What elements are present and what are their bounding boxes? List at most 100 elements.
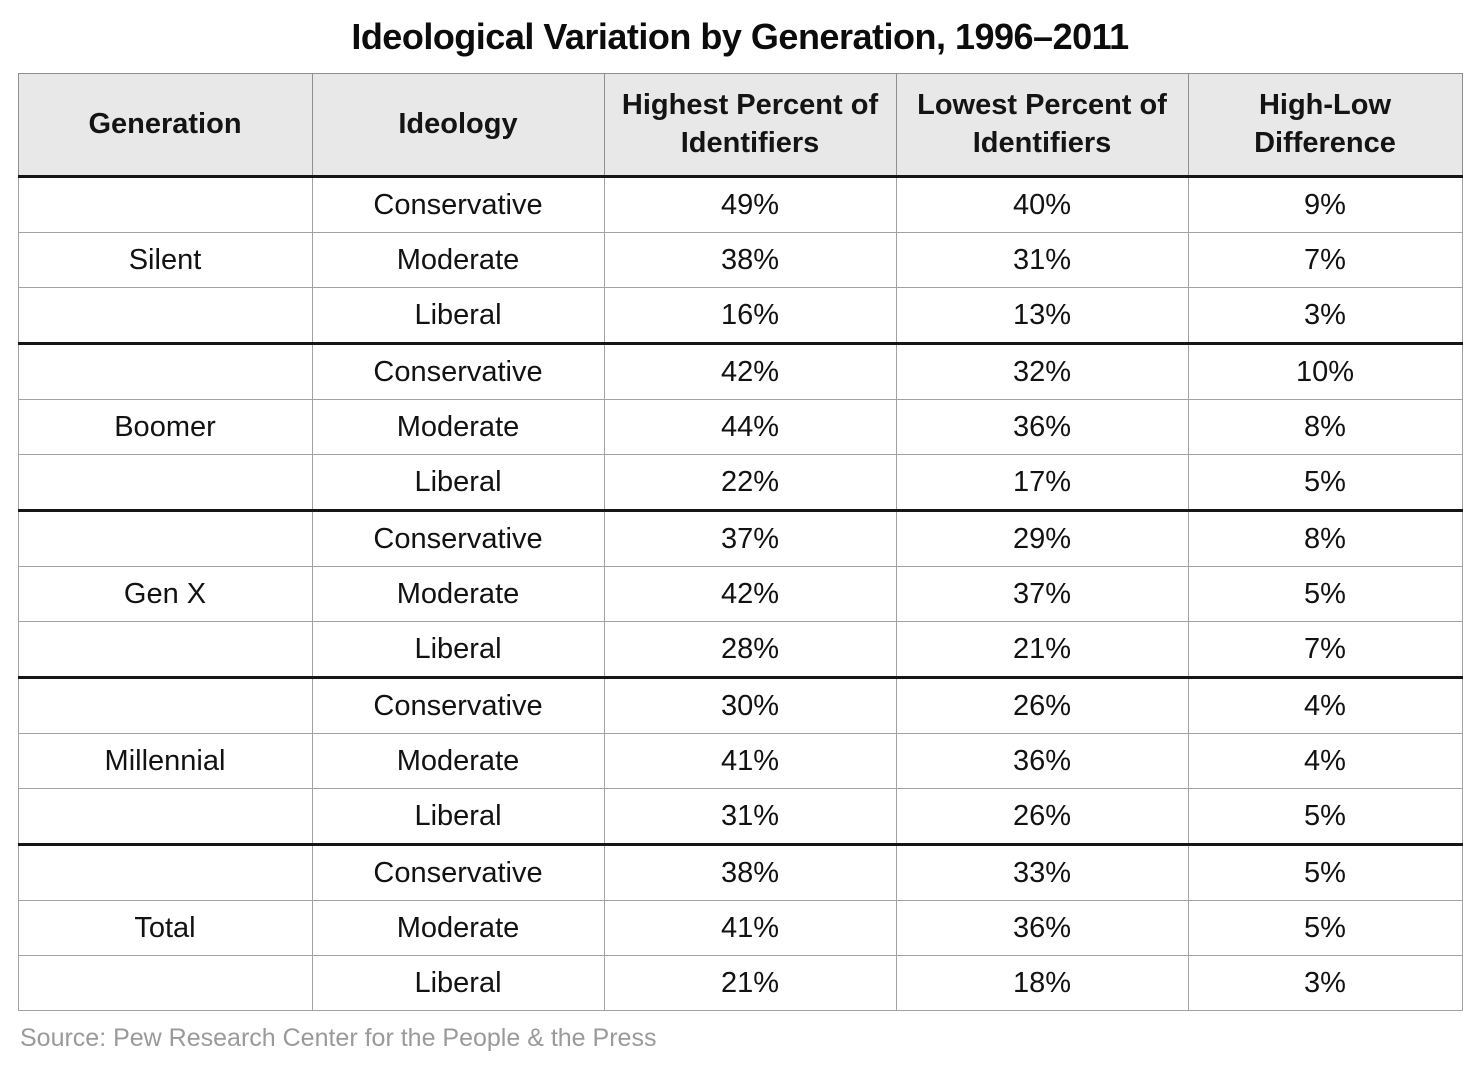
ideology-cell: Moderate [311,566,605,622]
highest-cell: 49% [603,175,897,233]
table-row: Liberal 31% 26% 5% [17,788,1463,845]
highest-cell: 30% [603,676,897,734]
column-header-highest: Highest Percent of Identifiers [603,73,897,178]
source-note: Source: Pew Research Center for the Peop… [20,1024,657,1052]
generation-cell [17,843,313,901]
table-row: Liberal 22% 17% 5% [17,454,1463,511]
diff-cell: 5% [1187,788,1463,845]
table-row: Silent Moderate 38% 31% 7% [17,232,1463,288]
highest-cell: 42% [603,342,897,400]
group-boomer: Conservative 42% 32% 10% Boomer Moderate… [17,342,1463,511]
highest-cell: 38% [603,843,897,901]
group-silent: Conservative 49% 40% 9% Silent Moderate … [17,175,1463,344]
highest-cell: 21% [603,955,897,1011]
table-header: Generation Ideology Highest Percent of I… [17,73,1463,178]
highest-cell: 37% [603,509,897,567]
table-row: Liberal 21% 18% 3% [17,955,1463,1011]
lowest-cell: 36% [895,733,1189,789]
generation-cell [17,676,313,734]
highest-cell: 38% [603,232,897,288]
group-genx: Conservative 37% 29% 8% Gen X Moderate 4… [17,509,1463,678]
generation-cell [17,454,313,511]
generation-cell [17,509,313,567]
generation-cell [17,287,313,344]
generation-cell: Millennial [17,733,313,789]
lowest-cell: 40% [895,175,1189,233]
highest-cell: 42% [603,566,897,622]
ideology-cell: Liberal [311,287,605,344]
ideology-cell: Conservative [311,175,605,233]
lowest-cell: 29% [895,509,1189,567]
diff-cell: 5% [1187,900,1463,956]
chart-title: Ideological Variation by Generation, 199… [351,16,1129,57]
lowest-cell: 26% [895,788,1189,845]
column-header-ideology: Ideology [311,73,605,178]
table-row: Conservative 42% 32% 10% [17,342,1463,400]
lowest-cell: 36% [895,900,1189,956]
highest-cell: 16% [603,287,897,344]
data-table: Generation Ideology Highest Percent of I… [17,73,1463,1011]
ideology-cell: Conservative [311,342,605,400]
diff-cell: 7% [1187,232,1463,288]
generation-cell: Gen X [17,566,313,622]
lowest-cell: 36% [895,399,1189,455]
lowest-cell: 33% [895,843,1189,901]
column-header-generation: Generation [17,73,313,178]
column-header-lowest: Lowest Percent of Identifiers [895,73,1189,178]
highest-cell: 31% [603,788,897,845]
table-row: Liberal 28% 21% 7% [17,621,1463,678]
highest-cell: 44% [603,399,897,455]
highest-cell: 22% [603,454,897,511]
generation-cell [17,342,313,400]
table-row: Conservative 37% 29% 8% [17,509,1463,567]
generation-cell: Total [17,900,313,956]
table-row: Conservative 30% 26% 4% [17,676,1463,734]
lowest-cell: 18% [895,955,1189,1011]
generation-cell [17,955,313,1011]
table-row: Conservative 49% 40% 9% [17,175,1463,233]
diff-cell: 8% [1187,509,1463,567]
diff-cell: 5% [1187,454,1463,511]
lowest-cell: 17% [895,454,1189,511]
generation-cell: Silent [17,232,313,288]
generation-cell [17,621,313,678]
table-row: Liberal 16% 13% 3% [17,287,1463,344]
header-row: Generation Ideology Highest Percent of I… [17,73,1463,178]
column-header-difference: High-Low Difference [1187,73,1463,178]
diff-cell: 9% [1187,175,1463,233]
ideology-cell: Conservative [311,843,605,901]
highest-cell: 41% [603,900,897,956]
table-row: Total Moderate 41% 36% 5% [17,900,1463,956]
group-total: Conservative 38% 33% 5% Total Moderate 4… [17,843,1463,1011]
lowest-cell: 21% [895,621,1189,678]
ideology-cell: Moderate [311,733,605,789]
ideology-cell: Liberal [311,788,605,845]
diff-cell: 3% [1187,287,1463,344]
ideology-cell: Liberal [311,621,605,678]
diff-cell: 7% [1187,621,1463,678]
table-row: Conservative 38% 33% 5% [17,843,1463,901]
diff-cell: 3% [1187,955,1463,1011]
diff-cell: 10% [1187,342,1463,400]
diff-cell: 8% [1187,399,1463,455]
ideology-cell: Liberal [311,955,605,1011]
generation-cell [17,175,313,233]
lowest-cell: 31% [895,232,1189,288]
lowest-cell: 26% [895,676,1189,734]
highest-cell: 28% [603,621,897,678]
diff-cell: 4% [1187,676,1463,734]
ideology-cell: Moderate [311,399,605,455]
ideology-cell: Conservative [311,676,605,734]
diff-cell: 4% [1187,733,1463,789]
lowest-cell: 13% [895,287,1189,344]
generation-cell [17,788,313,845]
diff-cell: 5% [1187,566,1463,622]
generation-cell: Boomer [17,399,313,455]
table-row: Gen X Moderate 42% 37% 5% [17,566,1463,622]
lowest-cell: 32% [895,342,1189,400]
group-millennial: Conservative 30% 26% 4% Millennial Moder… [17,676,1463,845]
diff-cell: 5% [1187,843,1463,901]
table-row: Millennial Moderate 41% 36% 4% [17,733,1463,789]
ideology-cell: Moderate [311,900,605,956]
